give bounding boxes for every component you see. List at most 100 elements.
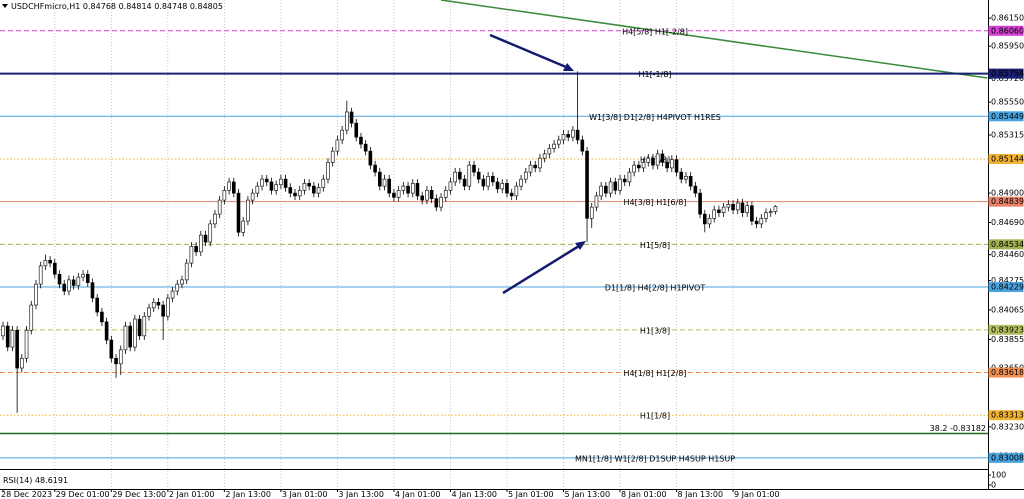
candle-body [151,301,156,309]
candle-body [184,262,189,281]
candle-body [10,329,15,348]
candle-body [85,273,90,283]
candle-body [580,139,585,152]
candle-body [340,129,344,141]
candle-body [349,111,354,124]
candle-body [434,198,439,208]
candle-body [491,176,495,183]
header-close: 0.84805 [190,2,223,11]
candle-body [81,273,85,278]
candle-body [142,315,147,337]
candle-body [20,357,24,369]
candle-body [651,157,655,166]
candle-body [95,297,99,313]
candle-body [368,150,373,166]
candle-body [604,185,608,194]
candle-body [665,162,669,169]
candle-body [721,206,726,214]
candle-body [24,329,29,359]
candle-body [533,164,538,169]
candle-body [448,181,453,191]
candle-body [773,206,778,212]
price-tag-label: 0.85754 [991,69,1024,78]
candle-body [495,181,500,190]
candle-body [241,220,246,233]
x-tick-label: 29 Dec 01:00 [56,490,110,499]
candle-body [288,187,293,194]
candle-body [594,195,599,208]
rsi-tick-label: 100 [991,471,1006,480]
candle-body [589,206,594,219]
candle-body [43,259,48,267]
candle-body [279,178,283,186]
price-tag [988,367,1024,378]
y-tick-label: 0.84275 [991,276,1024,285]
candle-body [250,192,255,201]
candle-body [1,325,5,337]
candle-body [524,171,528,180]
candle-body [213,213,217,225]
header-open: 0.84768 [83,2,116,11]
candle-body [429,190,434,200]
candle-body [472,164,476,173]
x-tick-label: 28 Dec 2023 [1,490,52,499]
candle-body [500,183,505,190]
levels-layer: H4[5/8] H1[-2/8] H1[-1/8] W1[3/8] D1[2/8] … [0,0,988,463]
candle-body [641,162,646,169]
candle-body [735,202,740,211]
candle-body [227,181,231,191]
candle-body [118,349,123,365]
level-label: H4[5/8] H1[-2/8] [622,27,688,36]
axis-layer: 28 Dec 2023 29 Dec 01:00 29 Dec 13:00 2 Jan… [1,14,1024,499]
y-tick-label: 0.85315 [991,131,1024,140]
candle-body [514,185,519,197]
candle-body [420,195,424,201]
candle-body [15,329,19,369]
candle-body [481,178,486,187]
candle-body [170,290,175,299]
candle-body [702,213,707,225]
price-tag [988,410,1024,421]
candle-body [137,318,142,337]
price-tag [988,25,1024,36]
candle-body [439,197,443,208]
candle-body [53,262,57,275]
price-tag-label: 0.83618 [991,368,1024,377]
y-tick-label: 0.84900 [991,189,1024,198]
level-label: H1[5/8] [640,241,670,250]
candle-body [575,129,580,141]
candle-body [679,171,684,180]
candle-body [48,259,52,264]
candle-body [458,171,462,180]
candle-body [114,357,118,365]
candle-body [556,139,561,145]
candle-body [57,273,62,285]
candle-body [505,183,509,194]
candle-body [425,190,429,201]
candle-body [5,325,10,348]
candle-body [264,178,269,183]
y-tick-label: 0.84460 [991,250,1024,259]
candle-body [377,171,382,187]
rsi-tick-label: 0 [991,481,996,490]
candle-body [194,245,198,253]
level-label: 38.2 -0.83182 [930,424,986,433]
grid-layer [54,0,734,489]
candle-body [726,204,731,208]
candle-body [406,185,410,194]
y-tick-label: 0.84065 [991,305,1024,314]
candle-body [326,162,330,180]
y-tick-label: 0.83230 [991,422,1024,431]
level-label: H4[1/8] H1[2/8] [624,369,687,378]
price-tag [988,452,1024,463]
x-tick-label: 2 Jan 13:00 [225,490,271,499]
candle-body [302,183,307,191]
candle-body [660,153,665,163]
arrow-head [563,63,574,71]
price-tag-label: 0.83923 [991,325,1024,334]
trendline [440,0,988,79]
candle-body [707,218,712,225]
